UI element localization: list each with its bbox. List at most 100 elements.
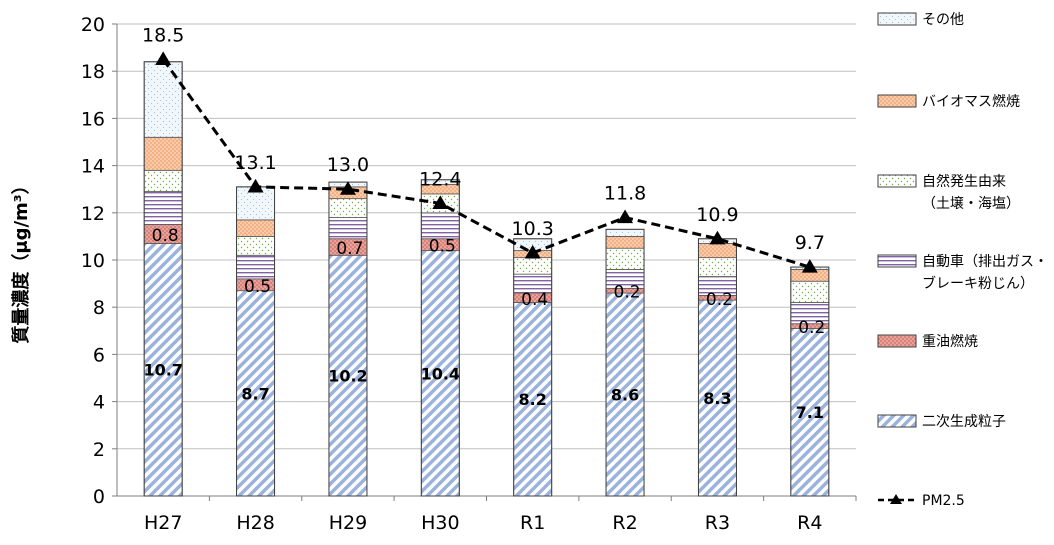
heavy-oil-value-label: 0.2 (614, 283, 641, 303)
heavy-oil-value-label: 0.5 (429, 237, 456, 257)
bar-segment-natural (605, 247, 645, 270)
legend-swatch-natural (877, 174, 917, 188)
legend-swatch-vehicle (877, 254, 917, 268)
bar-segment-biomass (236, 219, 275, 237)
bar-segment-natural (513, 257, 553, 275)
pm25-point (801, 259, 818, 273)
bar-segment-biomass (605, 235, 645, 249)
y-tick-label: 20 (81, 14, 105, 36)
bar-outline (513, 238, 553, 497)
bar-outline (605, 228, 645, 497)
pm25-point (709, 230, 726, 245)
secondary-value-label: 10.4 (421, 364, 460, 383)
pm25-point (617, 209, 634, 224)
bar-segment-natural (328, 198, 368, 218)
pm25-value-label: 13.0 (327, 154, 369, 176)
segment-value-labels: 10.7 0.8 8.7 0.5 10.2 0.7 10.4 0.5 8.2 0.4 8.6 0.2 8… (143, 226, 825, 422)
bar-segment-natural (698, 257, 737, 277)
y-tick-label: 12 (81, 203, 105, 225)
secondary-value-label: 10.7 (143, 361, 182, 380)
pm25-value-label: 12.4 (419, 168, 461, 190)
pm25-value-label: 18.5 (142, 24, 184, 46)
x-tick-label: H27 (144, 512, 182, 534)
legend-label-heavy_oil: 重油燃焼 (922, 333, 978, 350)
y-tick-label: 14 (81, 156, 105, 178)
bar-segment-vehicle (143, 191, 183, 225)
legend-swatch-heavy_oil (877, 334, 917, 348)
bar-segment-secondary (236, 290, 275, 497)
pm25-line: 18.5 13.1 13.0 12.4 10.3 11.8 10.9 9.7 (142, 24, 825, 273)
y-tick-label: 16 (81, 108, 105, 130)
x-tick-label: R3 (705, 512, 730, 534)
legend-swatch-biomass (877, 94, 917, 108)
x-tick-label: H30 (421, 512, 459, 534)
x-tick-label: R4 (797, 512, 822, 534)
heavy-oil-value-label: 0.8 (152, 226, 179, 246)
pm25-point (524, 244, 541, 259)
pm25-dashed-line (161, 58, 811, 269)
y-tick-label: 18 (81, 61, 105, 83)
legend-label-other: その他 (922, 12, 964, 28)
heavy-oil-value-label: 0.7 (336, 239, 363, 259)
y-tick-label: 8 (93, 297, 105, 319)
bar-segment-secondary (605, 292, 645, 497)
bar-segment-secondary (790, 328, 830, 497)
legend-label-natural: 自然発生由来 (922, 173, 1006, 190)
x-tick-label: H28 (236, 512, 274, 534)
pm25-value-label: 11.8 (604, 183, 646, 205)
pm25-value-label: 10.3 (512, 218, 554, 240)
x-tick-label: R2 (612, 512, 637, 534)
bar-segment-other (143, 61, 183, 138)
pm25-point (432, 195, 449, 209)
y-tick-label: 4 (93, 392, 105, 414)
y-tick-label: 6 (93, 344, 105, 366)
secondary-value-label: 8.3 (703, 389, 731, 408)
pm25-value-label: 13.1 (234, 152, 276, 174)
pm25-point (339, 181, 356, 195)
axes: 0 2 4 6 8 10 12 14 16 18 20 質量濃度（μg/m³） H27 H28 H29 H30… (10, 14, 857, 534)
bar-segment-vehicle (328, 217, 368, 240)
secondary-value-label: 8.2 (519, 390, 547, 409)
bar-outline (420, 179, 460, 497)
pm25-value-label: 9.7 (795, 232, 825, 254)
legend-label-biomass: バイオマス燃焼 (922, 93, 1020, 110)
heavy-oil-value-label: 0.2 (706, 290, 733, 310)
pm25-point (247, 178, 264, 193)
x-tick-label: H29 (329, 512, 367, 534)
legend-swatch-other (877, 12, 917, 26)
bar-segment-biomass (698, 243, 737, 259)
legend-pm25-marker (890, 494, 902, 504)
legend-label-pm25: PM2.5 (922, 493, 965, 509)
bar-segment-vehicle (420, 212, 460, 240)
bar-segment-natural (143, 169, 183, 192)
y-tick-label: 2 (93, 439, 105, 461)
bar-segment-biomass (143, 136, 183, 171)
legend-label-natural: （土壌・海塩） (922, 196, 1020, 212)
legend-label-vehicle: ブレーキ粉じん） (922, 275, 1034, 292)
secondary-value-label: 7.1 (796, 403, 824, 422)
x-tick-label: R1 (520, 512, 545, 534)
pm25-point (155, 51, 172, 65)
y-tick-label: 0 (93, 486, 105, 508)
bar-segment-secondary (328, 254, 368, 497)
heavy-oil-value-label: 0.5 (244, 277, 271, 297)
legend-label-secondary: 二次生成粒子 (922, 414, 1006, 430)
pm25-value-label: 10.9 (696, 204, 738, 226)
y-axis-label: 質量濃度（μg/m³） (10, 176, 32, 343)
legend-swatch-secondary (877, 414, 917, 428)
y-tick-label: 10 (81, 250, 105, 272)
heavy-oil-value-label: 0.4 (521, 290, 548, 310)
bar-segment-natural (790, 280, 830, 303)
gridlines (117, 23, 856, 450)
bar-segment-vehicle (236, 254, 275, 280)
secondary-value-label: 8.6 (611, 386, 639, 405)
heavy-oil-value-label: 0.2 (798, 318, 825, 338)
bar-segment-natural (236, 235, 275, 256)
secondary-value-label: 10.2 (328, 367, 367, 386)
bar-segment-other (605, 228, 645, 237)
legend-label-vehicle: 自動車（排出ガス・ (922, 253, 1048, 270)
secondary-value-label: 8.7 (241, 384, 269, 403)
